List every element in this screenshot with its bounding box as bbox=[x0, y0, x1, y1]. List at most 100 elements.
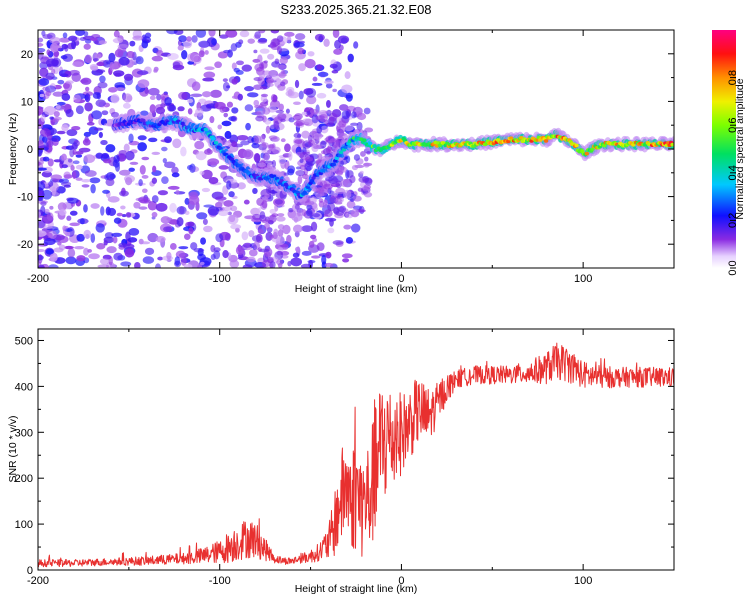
spectrogram-noise-cell bbox=[71, 126, 81, 131]
spectrogram-noise-cell bbox=[168, 104, 177, 112]
spectrogram-noise-cell bbox=[277, 213, 285, 217]
spectrogram-noise-cell bbox=[116, 212, 123, 217]
spectrogram-noise-cell bbox=[276, 216, 286, 222]
spectrogram-noise-cell bbox=[246, 256, 256, 263]
spectrogram-noise-cell bbox=[306, 95, 317, 105]
snr-y-tick-label: 500 bbox=[15, 335, 33, 347]
spectrogram-noise-cell bbox=[258, 30, 266, 34]
spectrogram-noise-cell bbox=[167, 185, 180, 190]
snr-axes: -200 -100 0 100 0 100 200 300 400 500 bbox=[15, 329, 675, 587]
spectrogram-noise-cell bbox=[218, 165, 229, 170]
spectrogram-noise-cell bbox=[196, 212, 208, 220]
spectrogram-noise-cell bbox=[217, 124, 223, 130]
spectrogram-noise-cell bbox=[271, 160, 277, 168]
spectrogram-noise-cell bbox=[341, 110, 350, 120]
spectrogram-noise-cell bbox=[81, 178, 91, 183]
spectrogram-noise-cell bbox=[161, 176, 169, 184]
colorbar-tick-label: 0.0 bbox=[727, 260, 739, 275]
spectrogram-noise-cell bbox=[224, 130, 232, 140]
snr-x-axis-label: Height of straight line (km) bbox=[295, 583, 418, 595]
spectrogram-noise-cell bbox=[240, 140, 250, 146]
spectrogram-noise-cell bbox=[286, 36, 292, 44]
spectrogram-noise-cell bbox=[307, 51, 315, 57]
spectrogram-noise-cell bbox=[258, 104, 264, 108]
spectrogram-noise-cell bbox=[75, 154, 83, 158]
spectrogram-noise-cell bbox=[293, 132, 302, 139]
spectrogram-noise-cell bbox=[44, 85, 57, 93]
spectrogram-noise-cell bbox=[306, 110, 311, 116]
spectrogram-noise-cell bbox=[325, 251, 332, 259]
spectrogram-noise-cell bbox=[69, 222, 80, 227]
spectrogram-noise-cell bbox=[180, 256, 187, 266]
spectrogram-noise-cell bbox=[294, 139, 303, 145]
spectrogram-noise-cell bbox=[124, 248, 135, 258]
spectrogram-noise-cell bbox=[317, 71, 329, 78]
spectrogram-noise-cell bbox=[223, 200, 234, 207]
spectrogram-ridge-core bbox=[311, 176, 316, 180]
spectrogram-noise-cell bbox=[351, 111, 357, 119]
spectrogram-noise-cell bbox=[306, 204, 313, 211]
spectrogram-noise-cell bbox=[95, 99, 107, 108]
spectrogram-noise-cell bbox=[268, 135, 278, 140]
spectrogram-noise-cell bbox=[57, 202, 67, 212]
spectrogram-noise-cell bbox=[323, 38, 330, 47]
spectrogram-noise-cell bbox=[38, 196, 44, 202]
spectrogram-noise-cell bbox=[187, 108, 193, 115]
spectrogram-noise-cell bbox=[228, 116, 237, 122]
spectrogram-noise-cell bbox=[118, 57, 130, 66]
spectrogram-noise-cell bbox=[230, 224, 242, 230]
spectrogram-noise-cell bbox=[312, 76, 318, 82]
spectrogram-noise-cell bbox=[38, 181, 46, 191]
spectrogram-ridge-core bbox=[141, 118, 146, 123]
spectrogram-noise-cell bbox=[120, 261, 132, 267]
snr-y-tick-label: 100 bbox=[15, 519, 33, 531]
spectrogram-noise-cell bbox=[171, 166, 179, 174]
spectrogram-noise-cell bbox=[70, 164, 75, 171]
spectrogram-noise-cell bbox=[214, 61, 222, 69]
spectrogram-ridge-core bbox=[338, 150, 344, 154]
spectrogram-noise-cell bbox=[318, 114, 329, 123]
spectrogram-noise-cell bbox=[200, 237, 207, 245]
spectrogram-ridge-core bbox=[237, 163, 242, 168]
spectrogram-noise-cell bbox=[272, 38, 281, 47]
spectrogram-noise-cell bbox=[108, 86, 118, 93]
spectrogram-noise-cell bbox=[343, 224, 352, 230]
spectrogram-noise-cell bbox=[62, 32, 68, 39]
spectrogram-noise-cell bbox=[84, 39, 92, 44]
spectrogram-noise-cell bbox=[327, 145, 332, 152]
spectrogram-noise-cell bbox=[292, 101, 301, 106]
spectrogram-noise-cell bbox=[139, 165, 146, 175]
spectrogram-noise-cell bbox=[217, 51, 229, 59]
spectrogram-noise-cell bbox=[84, 102, 93, 112]
spectrogram-noise-cell bbox=[209, 116, 215, 124]
spectrogram-noise-cell bbox=[138, 179, 143, 187]
spectrogram-noise-cell bbox=[184, 233, 191, 240]
spectrogram-noise-cell bbox=[266, 185, 272, 194]
spectrogram-noise-cell bbox=[301, 130, 310, 139]
spectrogram-noise-cell bbox=[155, 106, 166, 115]
snr-y-tick-label: 400 bbox=[15, 381, 33, 393]
spectrogram-noise-cell bbox=[341, 84, 353, 94]
spectrogram-noise-cell bbox=[271, 45, 280, 51]
spectrogram-noise-cell bbox=[190, 242, 198, 251]
spectrogram-noise-cell bbox=[92, 91, 101, 99]
spectrogram-noise-cell bbox=[56, 130, 66, 135]
spectrogram-noise-cell bbox=[222, 78, 228, 83]
spectrogram-noise-cell bbox=[359, 170, 364, 175]
spectrogram-noise-cell bbox=[254, 31, 261, 39]
spectrogram-noise-cell bbox=[94, 40, 99, 45]
spectrogram-noise-cell bbox=[76, 233, 85, 242]
spectrogram-noise-cell bbox=[69, 210, 78, 216]
spectrogram-noise-cell bbox=[199, 170, 205, 176]
spectrogram-noise-cell bbox=[105, 178, 115, 187]
spectrogram-ridge-core bbox=[302, 190, 307, 195]
spectrogram-noise-cell bbox=[294, 33, 306, 41]
spectrogram-noise-cell bbox=[334, 39, 341, 49]
spectrogram-noise-cell bbox=[301, 173, 309, 180]
spectrogram-noise-cell bbox=[57, 79, 65, 85]
spectrogram-noise-cell bbox=[67, 248, 76, 258]
spectrogram-noise-cell bbox=[187, 98, 194, 104]
snr-series-line bbox=[38, 342, 674, 568]
spectrogram-ridge-core bbox=[670, 142, 674, 147]
snr-x-tick-label: -100 bbox=[209, 575, 231, 587]
